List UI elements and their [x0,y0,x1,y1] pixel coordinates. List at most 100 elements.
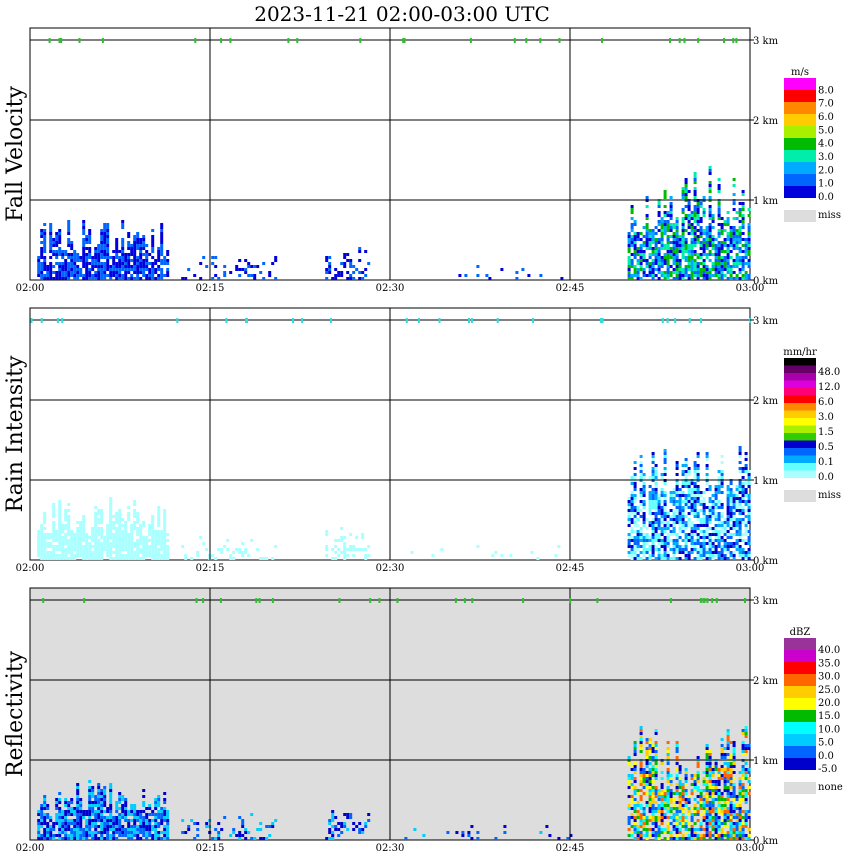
data-cell [729,819,733,822]
data-cell [654,816,658,819]
data-cell [711,545,715,548]
data-cell [148,813,152,816]
data-cell [97,539,101,542]
data-cell [660,473,664,476]
data-cell [666,211,670,214]
data-cell [681,193,685,196]
data-cell [684,792,688,795]
data-cell [726,265,730,268]
data-cell [651,792,655,795]
data-cell [211,837,215,840]
legend-swatch [784,470,816,478]
data-cell [187,268,191,271]
data-cell [40,250,44,253]
data-cell [669,834,673,837]
data-cell [139,271,143,274]
data-cell [325,545,329,548]
data-cell [61,277,65,280]
data-cell [151,229,155,232]
data-cell [666,527,670,530]
data-cell [145,822,149,825]
data-cell [154,557,158,560]
data-cell [702,259,706,262]
data-cell [675,539,679,542]
data-cell [67,241,71,244]
legend-miss-label: miss [818,490,841,501]
data-cell [696,801,700,804]
data-cell [115,530,119,533]
data-cell [708,825,712,828]
data-cell [738,825,742,828]
data-cell [97,512,101,515]
data-cell [636,554,640,557]
data-cell [696,229,700,232]
data-cell [705,557,709,560]
data-cell [732,244,736,247]
data-cell [699,804,703,807]
data-cell [112,268,116,271]
data-cell [364,822,368,825]
data-cell [142,822,146,825]
mark-3km [61,318,64,323]
data-cell [130,557,134,560]
data-cell [726,238,730,241]
data-cell [639,455,643,458]
data-cell [127,533,131,536]
data-cell [696,533,700,536]
data-cell [163,828,167,831]
data-cell [711,810,715,813]
data-cell [669,208,673,211]
data-cell [121,247,125,250]
data-cell [43,545,47,548]
data-cell [55,256,59,259]
data-cell [151,274,155,277]
data-cell [106,256,110,259]
data-cell [666,753,670,756]
data-cell [747,259,751,262]
data-cell [124,557,128,560]
data-cell [630,223,634,226]
data-cell [636,804,640,807]
data-cell [705,753,709,756]
data-cell [115,801,119,804]
data-cell [735,539,739,542]
data-cell [702,819,706,822]
data-cell [666,250,670,253]
data-cell [52,539,56,542]
data-cell [708,196,712,199]
x-tick-label: 03:00 [736,283,765,294]
data-cell [88,810,92,813]
data-cell [693,214,697,217]
data-cell [163,524,167,527]
data-cell [699,798,703,801]
data-cell [657,494,661,497]
mark-3km [468,318,470,323]
data-cell [741,828,745,831]
data-cell [127,828,131,831]
data-cell [711,241,715,244]
data-cell [91,837,95,840]
data-cell [630,807,634,810]
data-cell [223,265,227,268]
data-cell [693,813,697,816]
data-cell [639,259,643,262]
data-cell [94,250,98,253]
data-cell [40,524,44,527]
data-cell [657,810,661,813]
data-cell [91,831,95,834]
data-cell [708,777,712,780]
data-cell [663,247,667,250]
data-cell [127,834,131,837]
data-cell [726,271,730,274]
data-cell [729,542,733,545]
data-cell [633,747,637,750]
data-cell [121,813,125,816]
data-cell [678,268,682,271]
data-cell [133,271,137,274]
data-cell [651,774,655,777]
data-cell [235,268,239,271]
data-cell [145,831,149,834]
data-cell [361,533,365,536]
data-cell [723,554,727,557]
data-cell [684,250,688,253]
